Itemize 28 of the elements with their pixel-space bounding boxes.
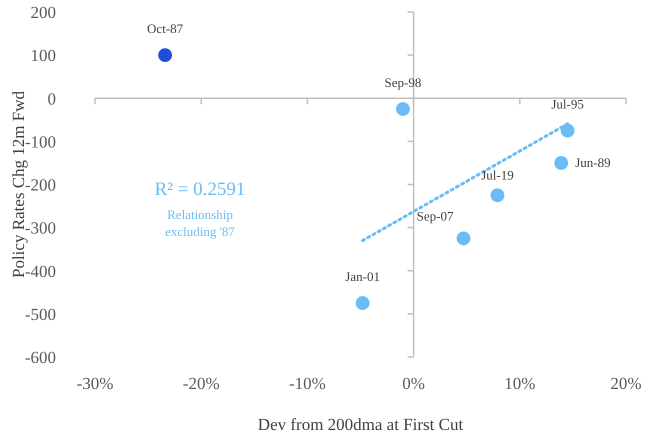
- x-tick-label: -30%: [76, 374, 114, 393]
- point: [456, 232, 470, 246]
- point: [396, 102, 410, 116]
- y-tick-label: 200: [30, 3, 56, 22]
- annotation: Sep-98: [384, 75, 422, 90]
- x-tick-label: -20%: [182, 374, 220, 393]
- annotation: Sep-07: [416, 208, 454, 224]
- x-tick-label: -10%: [288, 374, 326, 393]
- annotation: Jun-89: [575, 154, 611, 170]
- point: [554, 156, 568, 170]
- point: [490, 188, 504, 202]
- point: [158, 48, 172, 62]
- y-tick-label: -600: [24, 348, 56, 367]
- x-tick-label: 10%: [504, 374, 536, 393]
- x-tick-label: 20%: [610, 374, 642, 393]
- point: [560, 124, 574, 138]
- annotation: R² = 0.2591: [154, 179, 246, 200]
- x-axis-title: Dev from 200dma at First Cut: [258, 415, 464, 434]
- y-tick-label: 100: [30, 46, 56, 66]
- annotation: Relationship excluding '87: [165, 207, 236, 239]
- y-tick-label: 0: [48, 89, 56, 108]
- annotation: Jul-19: [481, 167, 514, 182]
- annotation: Jul-95: [551, 96, 584, 112]
- annotation: Jan-01: [345, 269, 380, 284]
- x-tick-label: 0%: [402, 374, 425, 393]
- y-tick-label: -500: [24, 304, 56, 324]
- annotation: Oct-87: [147, 21, 184, 36]
- point: [356, 296, 370, 310]
